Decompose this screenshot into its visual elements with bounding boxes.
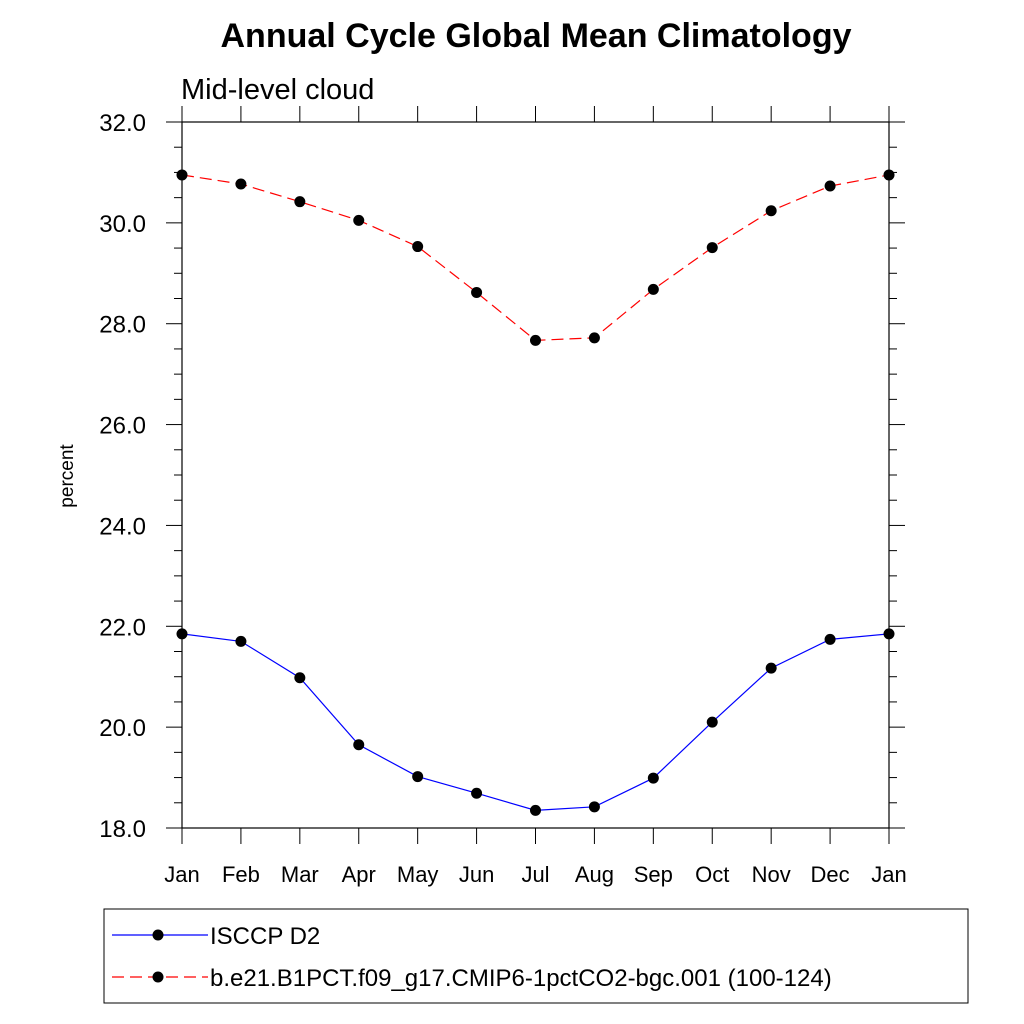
legend-box (103, 908, 969, 1004)
legend-item: b.e21.B1PCT.f09_g17.CMIP6-1pctCO2-bgc.00… (112, 965, 832, 992)
legend-label: b.e21.B1PCT.f09_g17.CMIP6-1pctCO2-bgc.00… (210, 965, 832, 992)
y-tick-label: 18.0 (99, 816, 146, 843)
data-point (765, 205, 777, 217)
data-point (883, 169, 895, 181)
x-tick-label: Sep (634, 862, 673, 887)
legend-item: ISCCP D2 (112, 923, 320, 950)
y-tick-label: 26.0 (99, 413, 146, 440)
x-tick-label: Dec (811, 862, 850, 887)
x-tick-label: May (397, 862, 439, 887)
data-point (353, 739, 365, 751)
y-tick-label: 32.0 (99, 110, 146, 137)
data-point (294, 196, 306, 208)
data-point (176, 628, 188, 640)
x-tick-label: Mar (281, 862, 319, 887)
data-point (412, 771, 424, 783)
x-tick-label: Feb (222, 862, 260, 887)
data-point (765, 662, 777, 674)
x-tick-label: Aug (575, 862, 614, 887)
data-point (176, 169, 188, 181)
data-point (530, 334, 541, 346)
data-point (412, 241, 424, 253)
data-point (647, 283, 659, 295)
data-point (588, 332, 600, 344)
data-point (353, 214, 365, 226)
data-point (824, 180, 836, 192)
x-tick-label: Jan (871, 862, 906, 887)
data-point (706, 242, 718, 254)
plot-frame (181, 121, 890, 829)
series-1 (176, 628, 895, 816)
data-point (883, 628, 895, 640)
legend-marker (152, 971, 164, 983)
y-tick-label: 28.0 (99, 312, 146, 339)
y-tick-labels: 18.0 20.0 22.0 24.0 26.0 28.0 30.0 32.0 (99, 110, 146, 843)
chart-title: Annual Cycle Global Mean Climatology (221, 17, 852, 55)
data-point (824, 633, 836, 645)
y-tick-label: 24.0 (99, 513, 146, 540)
data-point (706, 716, 718, 728)
series-layer (176, 169, 895, 816)
series-2 (176, 169, 895, 346)
x-tick-label: Nov (752, 862, 791, 887)
x-tick-labels: Jan Feb Mar Apr May Jun Jul Aug Sep Oct Nov Dec Jan (164, 862, 906, 887)
data-point (471, 787, 483, 799)
data-point (235, 635, 247, 647)
legend: ISCCP D2 b.e21.B1PCT.f09_g17.CMIP6-1pctCO… (103, 908, 969, 1004)
legend-label: ISCCP D2 (210, 923, 320, 950)
y-tick-label: 30.0 (99, 211, 146, 238)
x-tick-label: Jan (164, 862, 199, 887)
data-point (235, 178, 247, 190)
x-tick-label: Jun (459, 862, 494, 887)
y-axis-label: percent (57, 444, 78, 508)
data-point (647, 772, 659, 784)
data-point (471, 286, 483, 298)
axis-ticks (166, 106, 905, 844)
data-point (588, 801, 600, 813)
x-tick-label: Jul (521, 862, 549, 887)
data-point (294, 672, 306, 684)
y-tick-label: 20.0 (99, 715, 146, 742)
legend-marker (152, 929, 164, 941)
x-tick-label: Apr (342, 862, 376, 887)
y-tick-label: 22.0 (99, 614, 146, 641)
series-line (181, 174, 890, 341)
data-point (530, 804, 541, 816)
x-tick-label: Oct (695, 862, 729, 887)
series-line (181, 633, 890, 811)
chart-subtitle: Mid-level cloud (181, 74, 374, 106)
